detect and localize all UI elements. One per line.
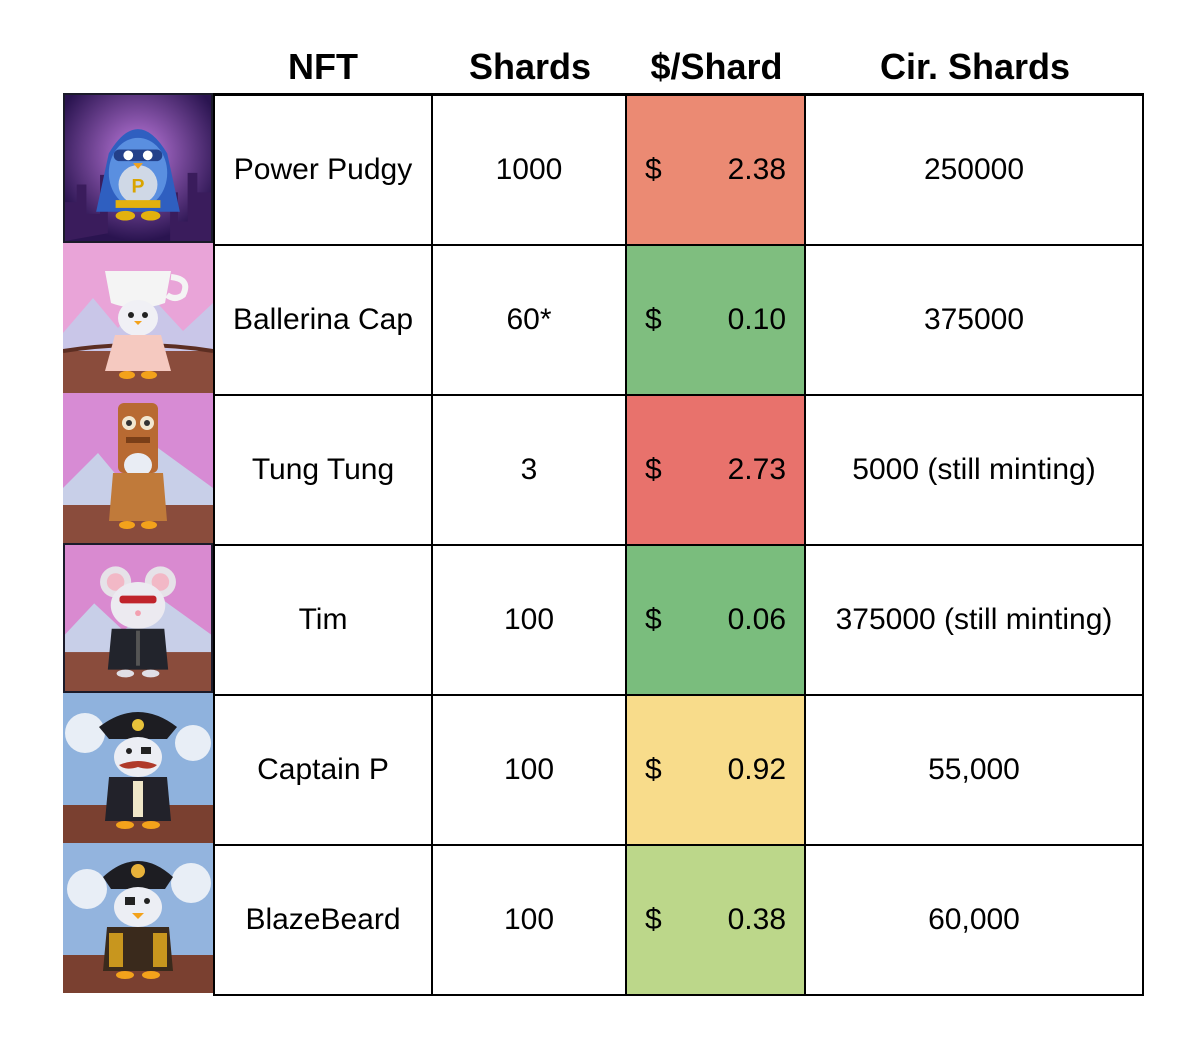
table-row: Power Pudgy 1000 $ 2.38 250000 [213,96,1144,246]
blazebeard-thumbnail [63,843,213,993]
price-per-shard-cell: $ 0.92 [627,696,806,846]
price-value: 0.92 [727,753,786,786]
currency-symbol: $ [645,453,662,486]
shards-cell: 100 [433,846,627,996]
table-row: Ballerina Cap 60* $ 0.10 375000 [213,246,1144,396]
nft-name-cell: Tung Tung [213,396,433,546]
price-value: 2.38 [727,153,786,186]
price-value: 0.10 [727,303,786,336]
nft-name-cell: BlazeBeard [213,846,433,996]
circulating-shards-cell: 375000 (still minting) [806,546,1144,696]
currency-symbol: $ [645,603,662,636]
shards-cell: 100 [433,696,627,846]
price-value: 2.73 [727,453,786,486]
price-per-shard-cell: $ 0.38 [627,846,806,996]
circulating-shards-cell: 250000 [806,96,1144,246]
table-row: Tim 100 $ 0.06 375000 (still minting) [213,546,1144,696]
circulating-shards-cell: 5000 (still minting) [806,396,1144,546]
table-row: Tung Tung 3 $ 2.73 5000 (still minting) [213,396,1144,546]
price-per-shard-cell: $ 2.38 [627,96,806,246]
circulating-shards-cell: 375000 [806,246,1144,396]
header-nft: NFT [288,46,358,87]
table-row: Captain P 100 $ 0.92 55,000 [213,696,1144,846]
captain-p-thumbnail [63,693,213,843]
circulating-shards-cell: 55,000 [806,696,1144,846]
price-per-shard-cell: $ 0.10 [627,246,806,396]
svg-text:P: P [132,175,145,197]
shards-cell: 3 [433,396,627,546]
nft-name-cell: Tim [213,546,433,696]
circulating-shards-cell: 60,000 [806,846,1144,996]
tim-thumbnail [63,543,213,693]
nft-name-cell: Ballerina Cap [213,246,433,396]
price-per-shard-cell: $ 2.73 [627,396,806,546]
currency-symbol: $ [645,153,662,186]
currency-symbol: $ [645,753,662,786]
header-shards: Shards [468,46,592,87]
header-price-per-shard: $/Shard [650,46,783,87]
ballerina-cap-thumbnail [63,243,213,393]
currency-symbol: $ [645,303,662,336]
table-row: BlazeBeard 100 $ 0.38 60,000 [213,846,1144,996]
shards-cell: 60* [433,246,627,396]
price-value: 0.06 [727,603,786,636]
price-per-shard-cell: $ 0.06 [627,546,806,696]
nft-name-cell: Power Pudgy [213,96,433,246]
nft-shards-table: Power Pudgy 1000 $ 2.38 250000 Ballerina… [213,93,1144,996]
power-pudgy-thumbnail: P [63,93,213,243]
price-value: 0.38 [727,903,786,936]
currency-symbol: $ [645,903,662,936]
header-circulating-shards: Cir. Shards [879,46,1071,87]
tung-tung-thumbnail [63,393,213,543]
shards-cell: 100 [433,546,627,696]
nft-name-cell: Captain P [213,696,433,846]
shards-cell: 1000 [433,96,627,246]
